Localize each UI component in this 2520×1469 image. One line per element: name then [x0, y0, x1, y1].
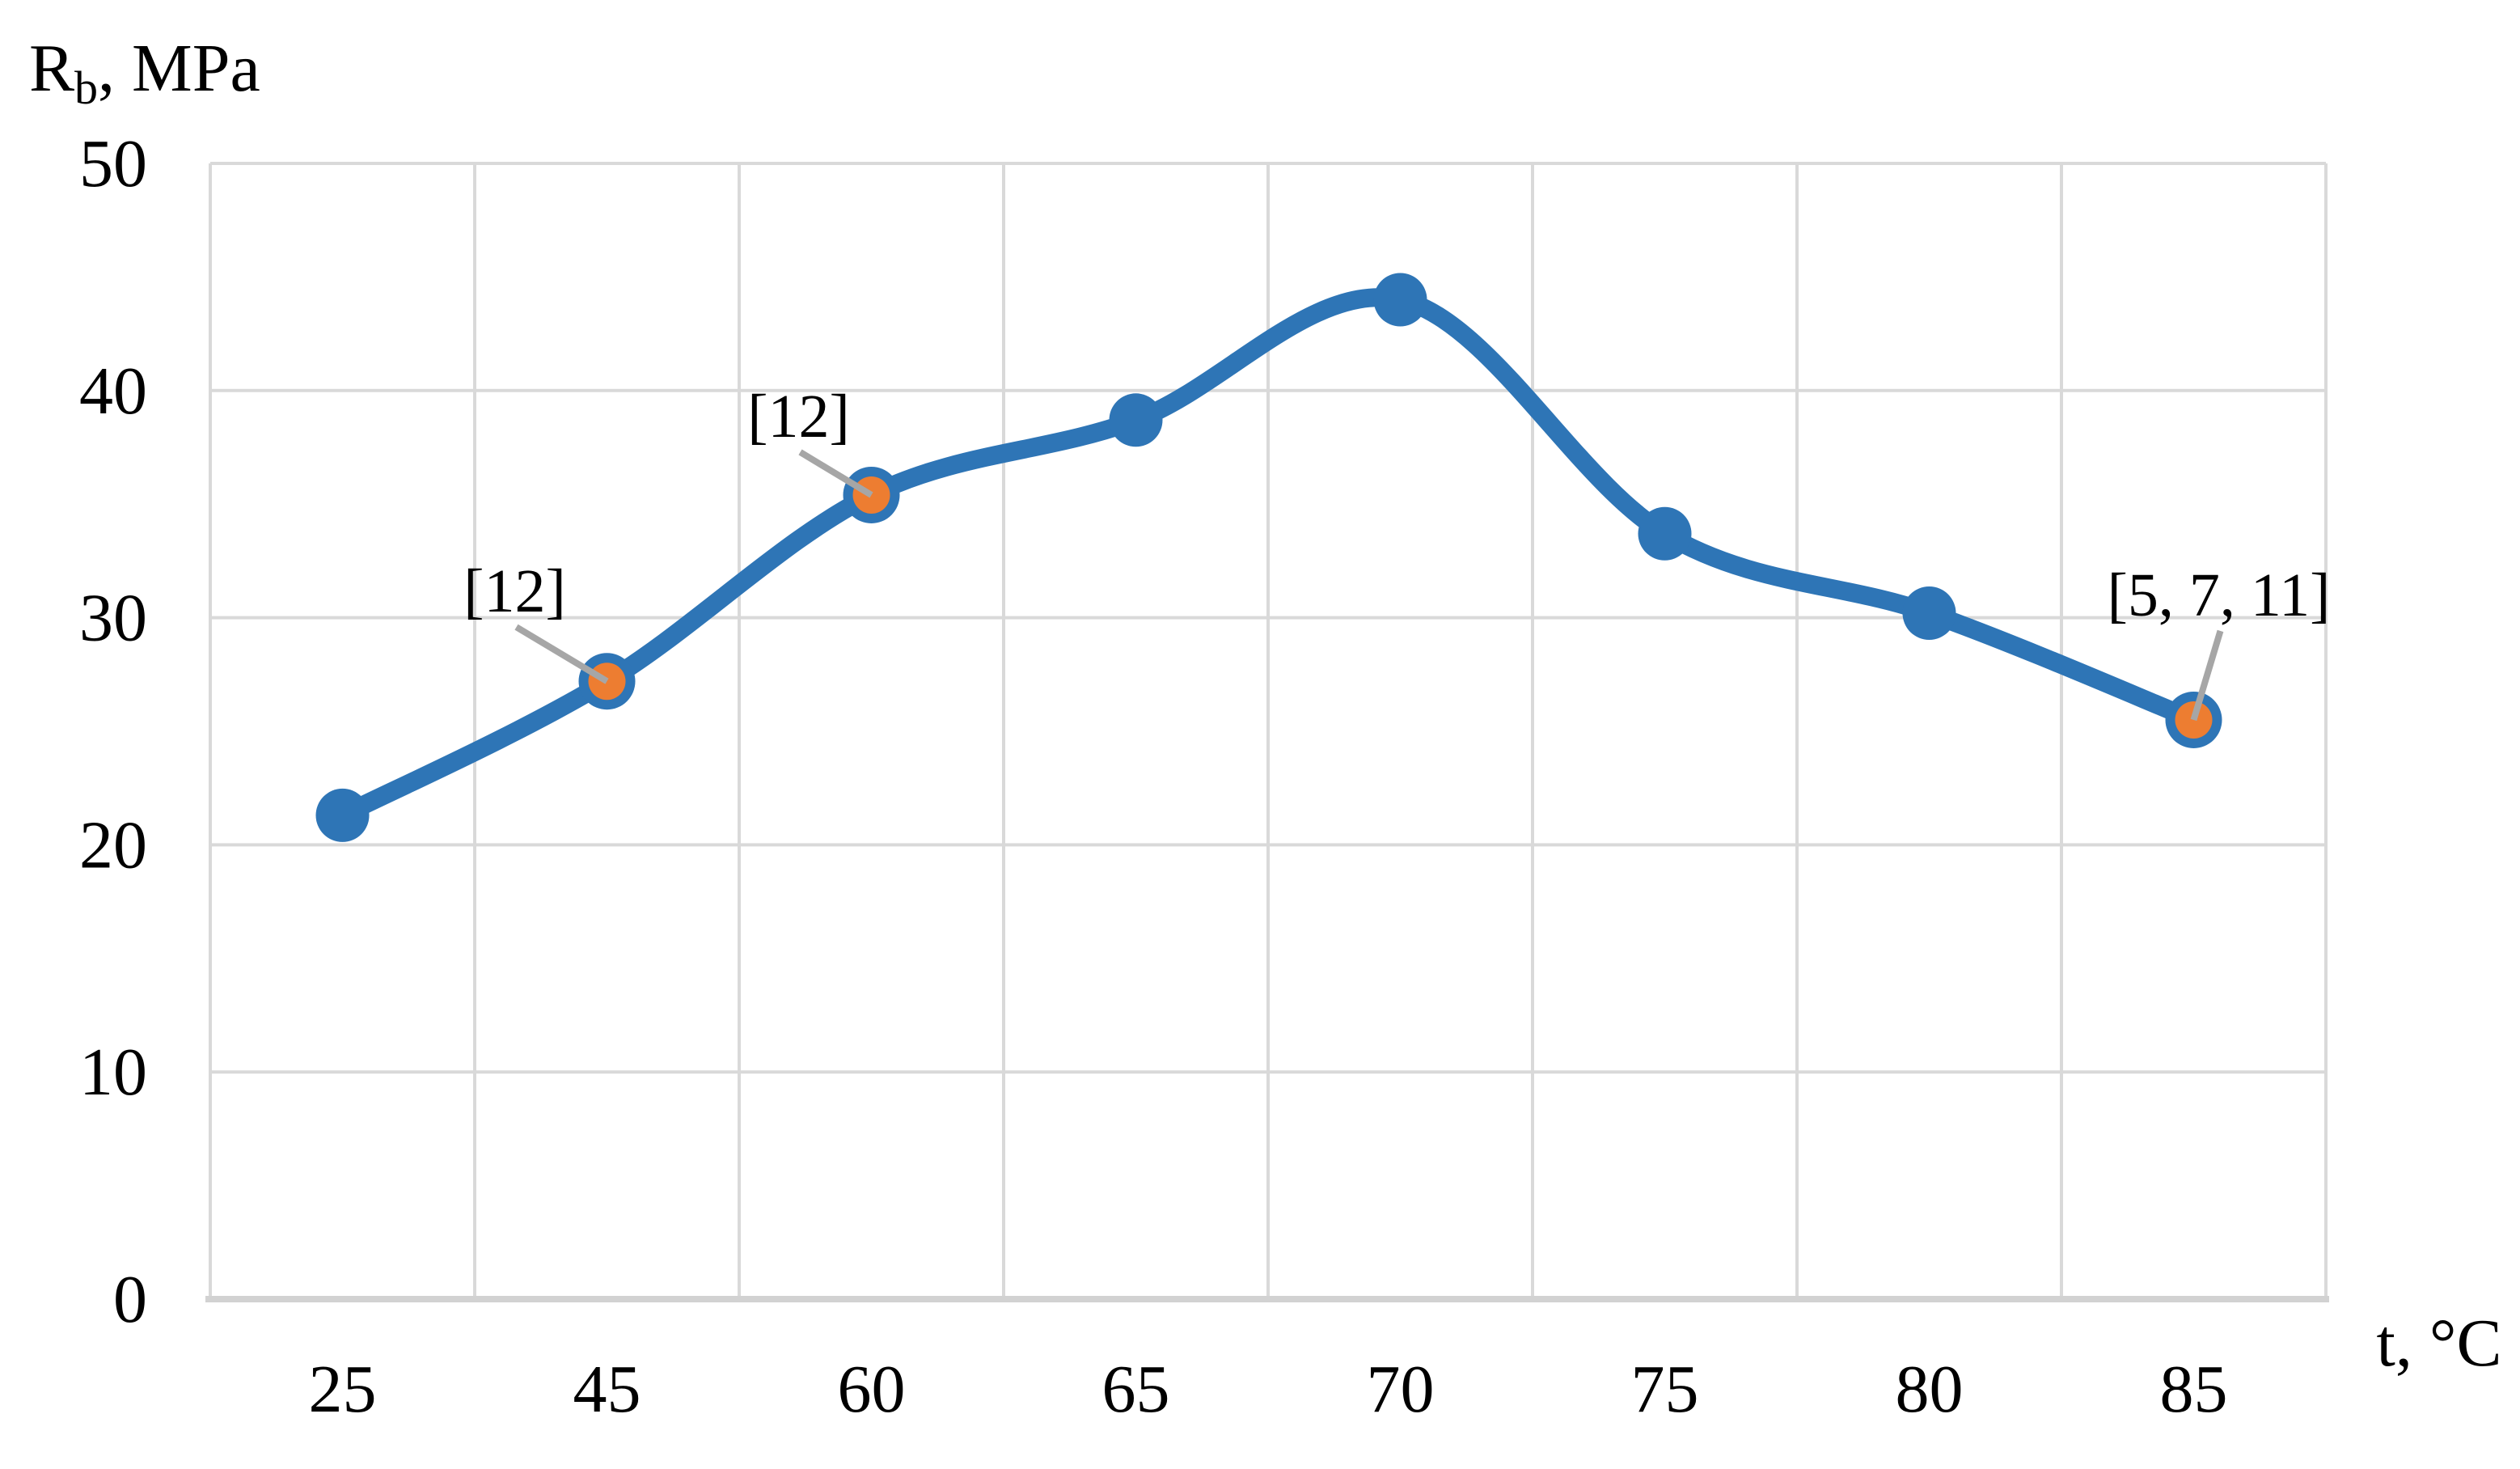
y-tick-label: 10 — [79, 1035, 147, 1110]
y-tick-label: 20 — [79, 807, 147, 883]
gridlines-group — [209, 162, 2328, 1299]
series-group — [333, 288, 2203, 825]
annotation-label: [12] — [747, 383, 850, 451]
data-point-marker — [315, 788, 370, 842]
x-tick-label: 65 — [1102, 1352, 1170, 1427]
y-tick-label: 40 — [79, 353, 147, 429]
annotation-label: [12] — [463, 557, 566, 625]
tick-labels-group: 0 10 20 30 40 50 25 45 60 65 70 75 80 85 — [79, 126, 2228, 1427]
data-point-marker — [1373, 273, 1427, 327]
annotation-label: [5, 7, 11] — [2108, 561, 2331, 629]
x-tick-label: 45 — [573, 1352, 641, 1427]
data-point-marker — [1109, 393, 1163, 447]
data-point-marker — [1638, 506, 1692, 561]
annotation-leader-line — [514, 624, 609, 684]
x-tick-label: 75 — [1631, 1352, 1699, 1427]
y-tick-label: 0 — [113, 1262, 147, 1337]
annotation-leader-line — [2190, 629, 2224, 722]
x-tick-label: 25 — [309, 1352, 377, 1427]
x-tick-label: 60 — [838, 1352, 906, 1427]
annotation-leader-line — [798, 449, 873, 498]
x-axis-title: t, °C — [2377, 1306, 2502, 1381]
y-axis-title: Rb, MPa — [29, 31, 260, 114]
annotation-leaders-group — [514, 449, 2224, 722]
y-tick-label: 30 — [79, 581, 147, 656]
x-tick-label: 85 — [2160, 1352, 2228, 1427]
y-tick-label: 50 — [79, 126, 147, 201]
x-tick-label: 80 — [1896, 1352, 1964, 1427]
data-point-marker — [1902, 586, 1956, 640]
annotations-group: [12] [12] [5, 7, 11] — [463, 383, 2330, 629]
x-tick-label: 70 — [1367, 1352, 1435, 1427]
series-line — [333, 288, 2203, 825]
